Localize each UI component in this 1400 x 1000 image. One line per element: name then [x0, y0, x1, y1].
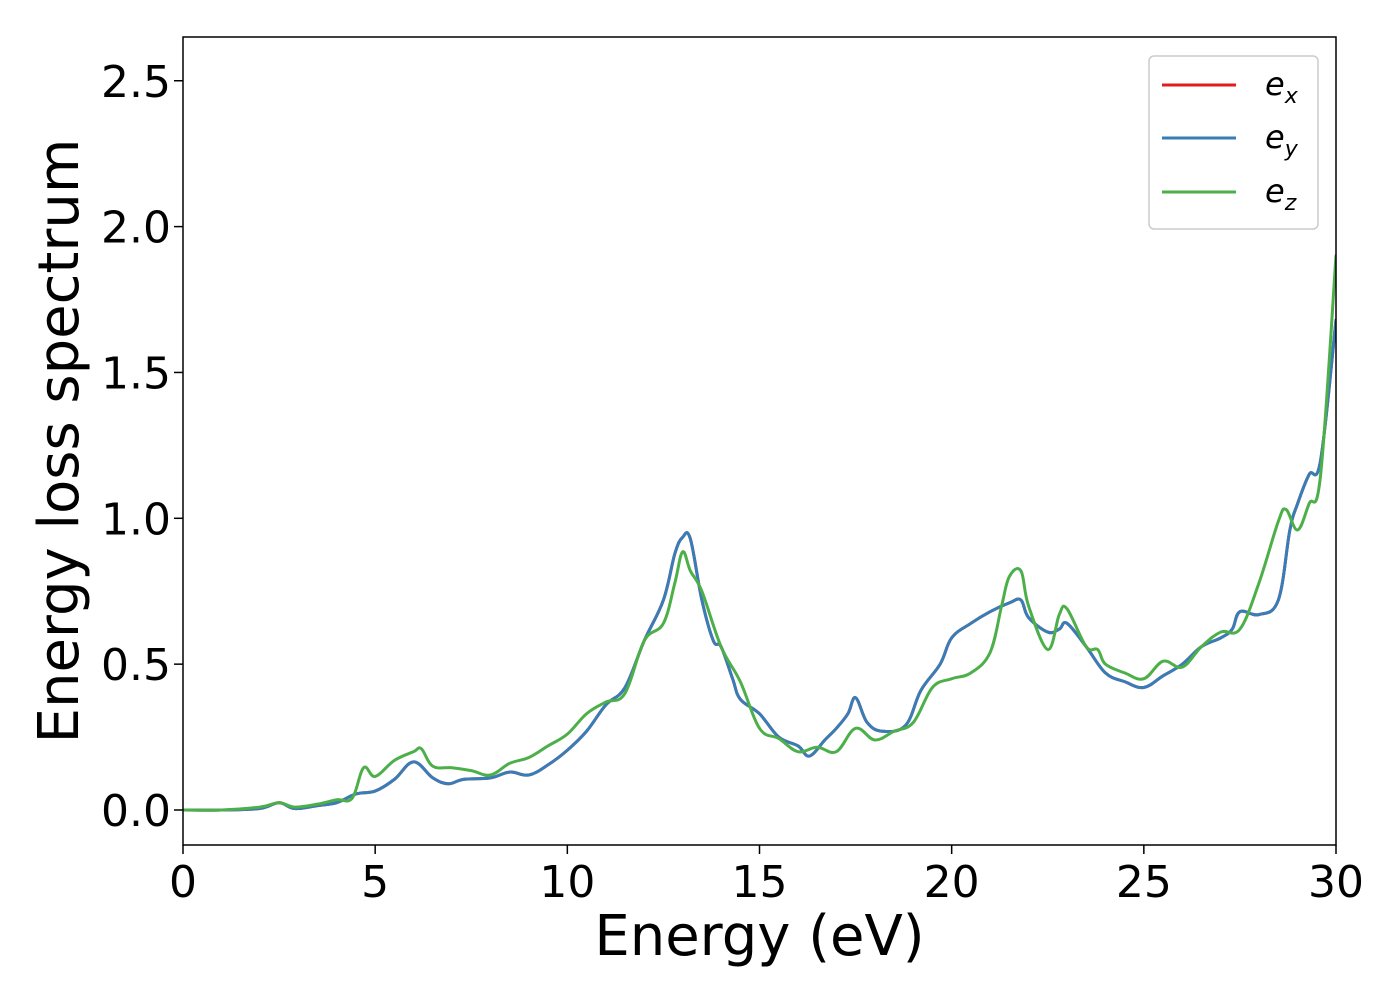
x-tick-label: 20 [924, 857, 980, 908]
y-tick-label: 2.5 [101, 57, 171, 108]
x-tick-label: 5 [361, 857, 389, 908]
y-tick-label: 1.5 [101, 348, 171, 399]
x-tick-label: 0 [169, 857, 197, 908]
series-line-e-y [183, 318, 1336, 812]
plot-frame [182, 36, 1337, 846]
x-tick-label: 30 [1308, 857, 1364, 908]
y-tick-label: 1.0 [101, 494, 171, 545]
legend-label-e-z: ez [1265, 172, 1297, 216]
x-tick-label: 10 [539, 857, 595, 908]
legend-label-e-y: ey [1265, 118, 1299, 162]
y-axis-title: Energy loss spectrum [27, 139, 92, 744]
y-tick-label: 0.0 [101, 786, 171, 837]
plot-area [183, 254, 1336, 812]
x-tick-label: 25 [1116, 857, 1172, 908]
series-line-e-x [183, 318, 1336, 812]
legend: ex ey ez [1148, 55, 1319, 230]
y-tick-label: 2.0 [101, 203, 171, 254]
y-tick-label: 0.5 [101, 640, 171, 691]
legend-label-e-x: ex [1265, 65, 1299, 109]
legend-box [1148, 55, 1319, 230]
x-axis-title: Energy (eV) [594, 904, 924, 969]
axes-ticks: 0 5 10 15 20 25 30 0.0 0.5 1.0 1.5 2.0 2.5 [101, 57, 1364, 908]
series-line-e-z [183, 254, 1336, 812]
x-tick-label: 15 [732, 857, 788, 908]
